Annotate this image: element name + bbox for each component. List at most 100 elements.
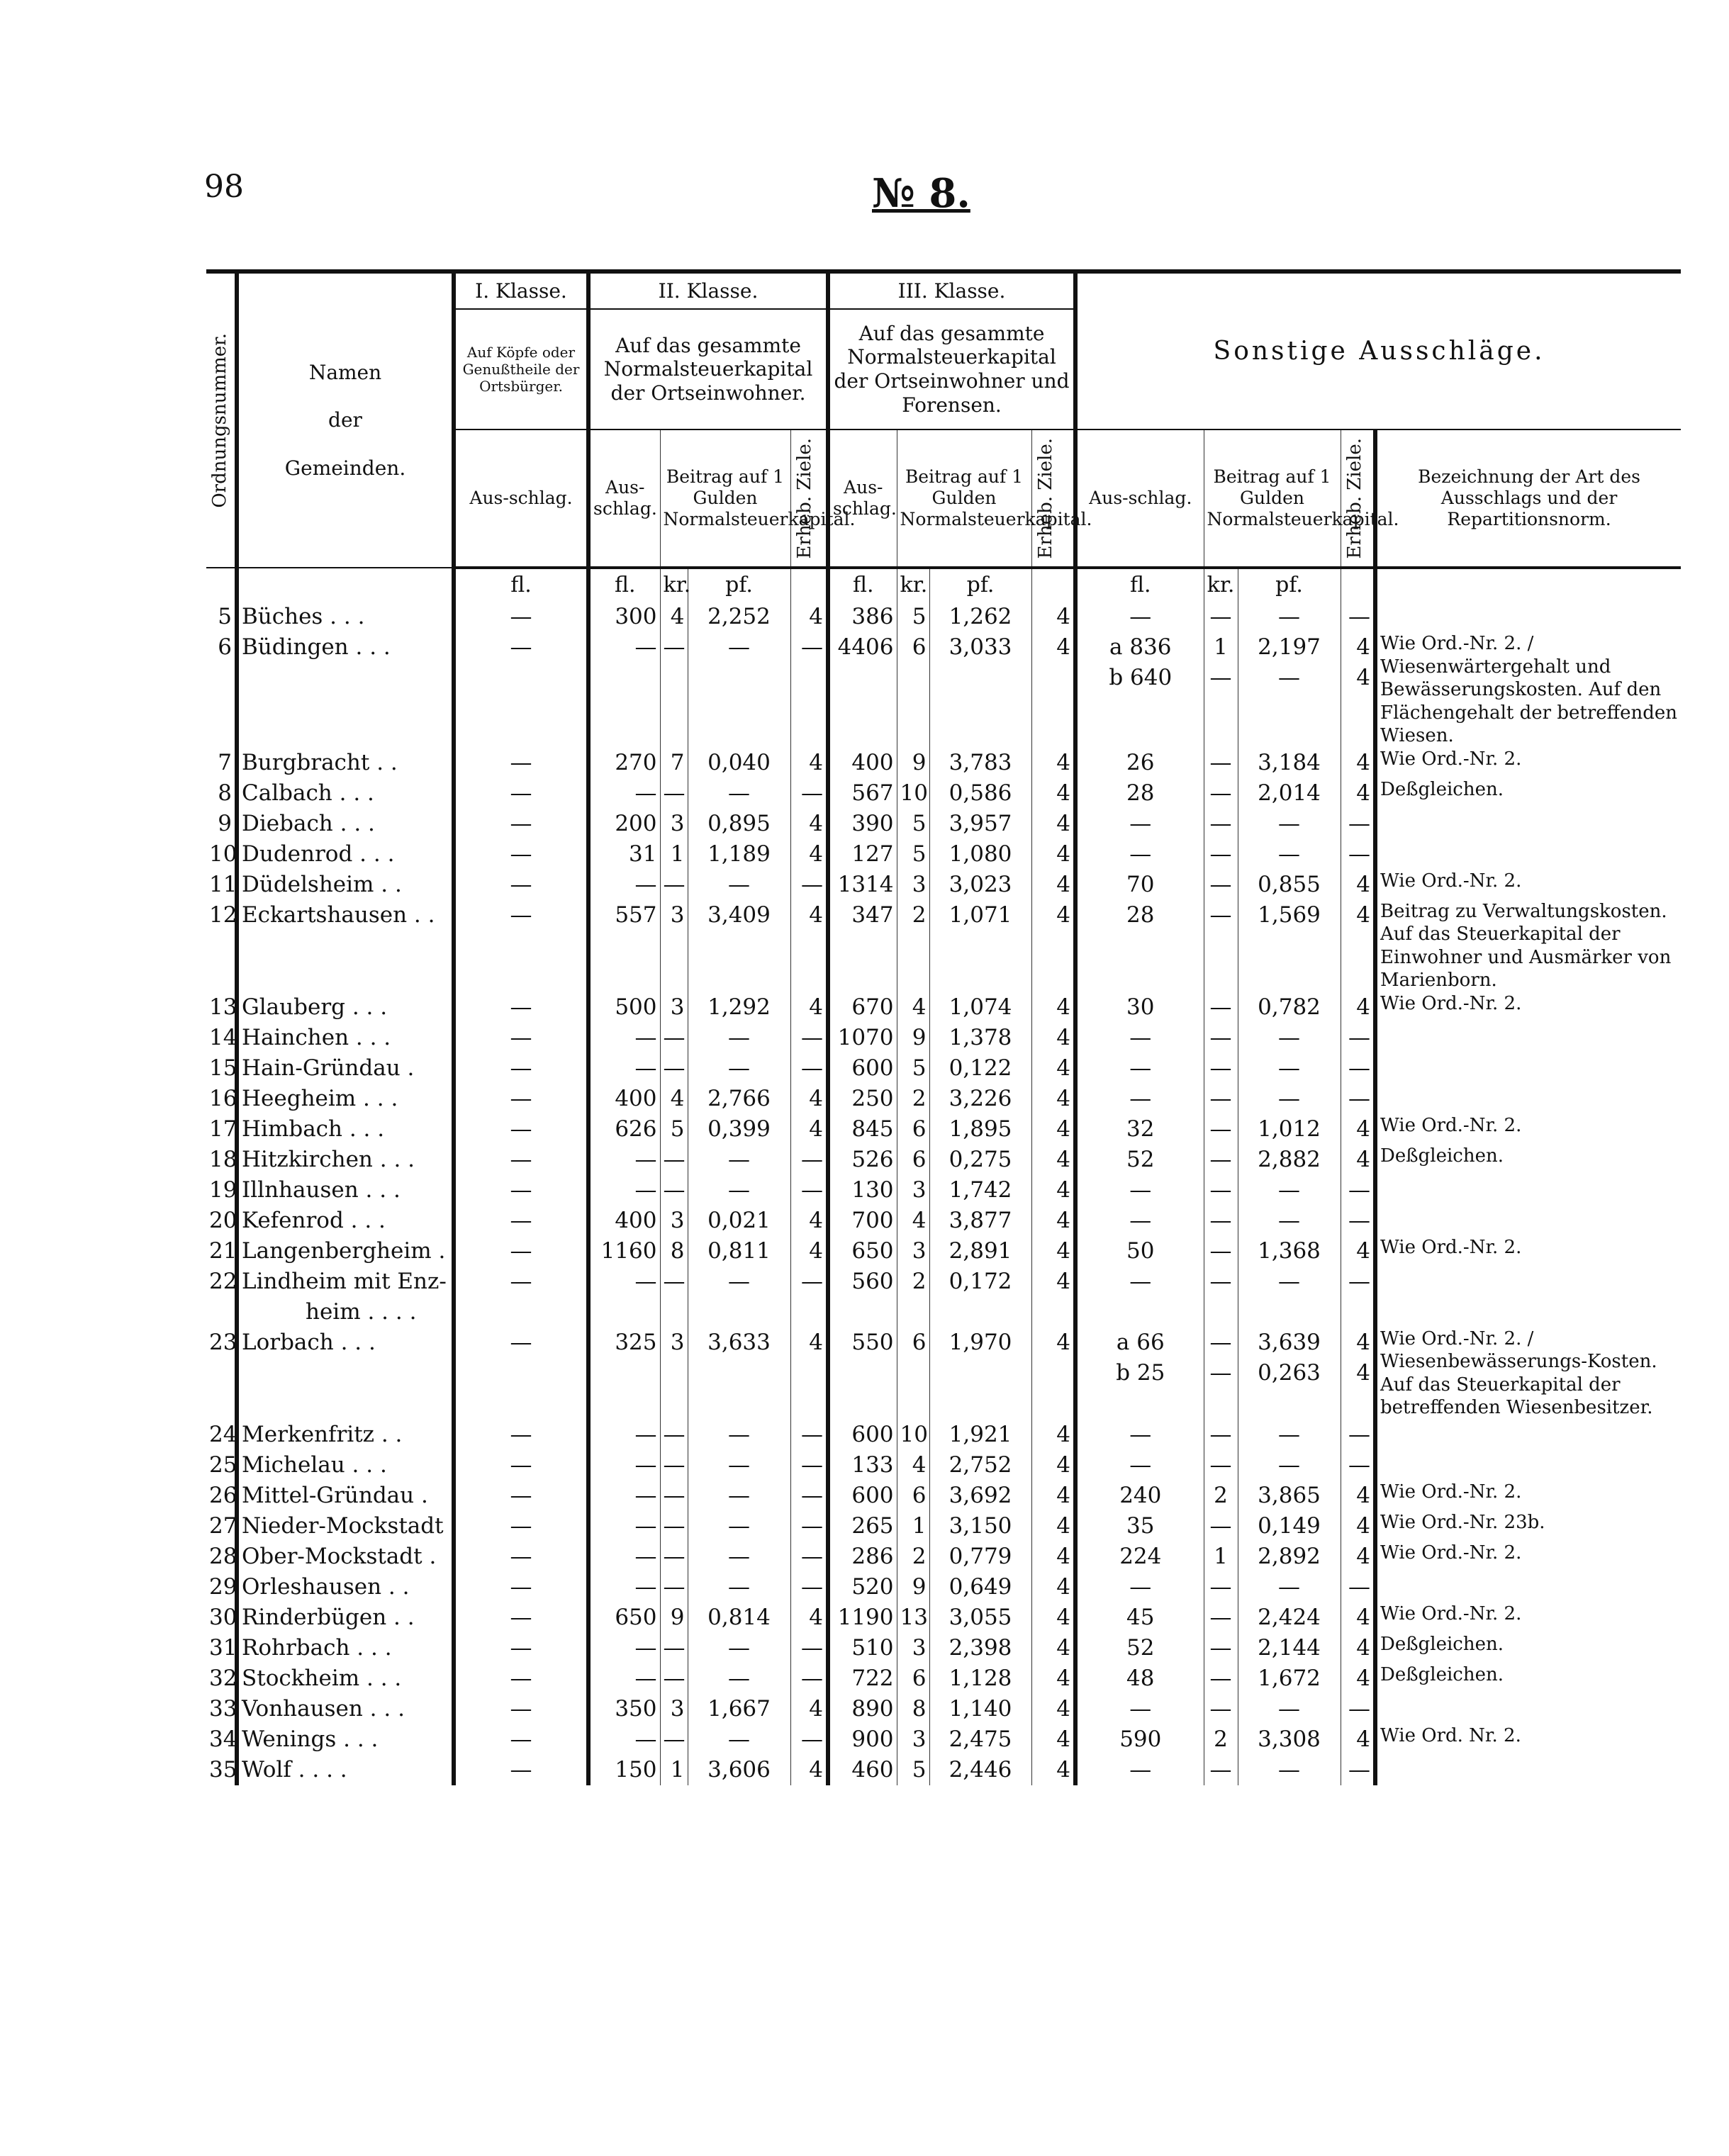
k2-pf: —	[687, 1541, 790, 1572]
table-row: 25 Michelau . . . — — — — —133 4 2,752 4 — — — —	[206, 1449, 1682, 1481]
k2-ziele: —	[790, 1510, 829, 1542]
s-kr: —	[1203, 1144, 1238, 1175]
k2-fl: —	[586, 1022, 660, 1053]
s-ziele: 4	[1340, 1113, 1376, 1145]
row-number: 15	[209, 1055, 237, 1081]
k3-ziele: 4	[1031, 777, 1076, 809]
k2-fl: —	[586, 1144, 660, 1175]
k2-fl: —	[586, 1571, 660, 1602]
table-row: 13 Glauberg . . . —500 3 1,292 4 670 4 1,074 4 30…	[206, 992, 1682, 1023]
s-ziele: —	[1340, 1174, 1376, 1206]
s-pf: 2,892	[1237, 1541, 1341, 1572]
k2-fl: 1160	[586, 1235, 660, 1267]
table-row: 7 Burgbracht . . —270 7 0,040 4 400 9 3,783 4 26—…	[206, 747, 1682, 778]
table-row: 11 Düdelsheim . . — — — — —1314 3 3,023 4 70—0,85…	[206, 869, 1682, 900]
s-kr: —	[1203, 1602, 1238, 1633]
k3-ziele: 4	[1031, 1480, 1076, 1511]
k3-pf: 3,692	[929, 1480, 1032, 1511]
municipality-name: Himbach . . .	[235, 1113, 454, 1145]
k3-pf: 3,877	[929, 1205, 1032, 1236]
unit-pf: pf.	[1237, 568, 1341, 602]
table-row: 8 Calbach . . . — — — — —567 10 0,586 4 28—2,014 4…	[206, 777, 1682, 809]
k2-kr: 9	[659, 1602, 688, 1633]
s-ziele: —	[1340, 1571, 1376, 1602]
s-ausschlag: 240	[1073, 1480, 1204, 1511]
s-bezeichnung: Wie Ord.-Nr. 2.	[1373, 1113, 1682, 1145]
k3-kr: 6	[896, 1663, 930, 1694]
k3-pf: 3,023	[929, 869, 1032, 900]
s-pf: 0,855	[1237, 869, 1341, 900]
k3-fl: 347	[826, 899, 897, 992]
municipality-name: Lindheim mit Enz-heim . . . .	[235, 1266, 454, 1327]
k2-kr: 3	[659, 899, 688, 992]
s-kr: — —	[1203, 1327, 1238, 1420]
k2-fl: 557	[586, 899, 660, 992]
s-pf: 2,197—	[1237, 632, 1341, 748]
s-pf: —	[1237, 1571, 1341, 1602]
s-pf: —	[1237, 1266, 1341, 1327]
row-number: 28	[209, 1543, 237, 1569]
s-pf: 0,149	[1237, 1510, 1341, 1542]
k3-pf: 1,262	[929, 602, 1032, 632]
k2-pf: —	[687, 1663, 790, 1694]
s-ausschlag: —	[1073, 1083, 1204, 1114]
k2-pf: 3,633	[687, 1327, 790, 1420]
s-ausschlag: —	[1073, 1052, 1204, 1084]
k1-ausschlag: —	[452, 899, 588, 992]
page-number: 98	[204, 169, 244, 205]
s-bezeichnung	[1373, 1419, 1682, 1450]
k2-ziele: —	[790, 1632, 829, 1663]
s-kr: —	[1203, 992, 1238, 1023]
unit-fl: fl.	[586, 568, 660, 602]
s-ausschlag: 48	[1073, 1663, 1204, 1694]
table-row: 22 Lindheim mit Enz-heim . . . . — — — — —560 2…	[206, 1266, 1682, 1327]
k2-ziele: 4	[790, 838, 829, 870]
page-title: № 8.	[872, 170, 970, 217]
s-pf: 1,012	[1237, 1113, 1341, 1145]
k1-ausschlag: —	[452, 1174, 588, 1206]
s-ziele: —	[1340, 1449, 1376, 1481]
s-kr: —	[1203, 1571, 1238, 1602]
k3-pf: 0,122	[929, 1052, 1032, 1084]
k2-ziele: —	[790, 1419, 829, 1450]
table-row: 35 Wolf . . . . —150 1 3,606 4 460 5 2,446 4 — — — —	[206, 1754, 1682, 1785]
k3-pf: 1,742	[929, 1174, 1032, 1206]
k2-ziele: 4	[790, 899, 829, 992]
k3-ziele: 4	[1031, 1449, 1076, 1481]
row-number: 24	[209, 1421, 237, 1447]
k3-fl: 386	[826, 602, 897, 632]
s-bezeichnung: Wie Ord.-Nr. 2.	[1373, 992, 1682, 1023]
header-k2-beitrag: Beitrag auf 1 Gulden Normalsteuerkapital…	[659, 429, 855, 569]
row-number: 20	[209, 1207, 237, 1233]
s-bezeichnung	[1373, 1205, 1682, 1236]
municipality-name: Lorbach . . .	[235, 1327, 454, 1420]
k2-pf: —	[687, 1510, 790, 1542]
header-ordnungsnummer: Ordnungsnummer.	[206, 274, 237, 568]
header-k1-desc: Auf Köpfe oder Genußtheile der Ortsbürge…	[452, 309, 588, 430]
k3-pf: 3,957	[929, 808, 1032, 839]
header-s-ausschlag: Aus-schlag.	[1073, 429, 1204, 569]
s-pf: —	[1237, 602, 1341, 632]
k3-kr: 13	[896, 1602, 930, 1633]
row-number: 21	[209, 1237, 237, 1264]
header-k3-ausschlag: Aus-schlag.	[826, 429, 897, 569]
k2-pf: 1,292	[687, 992, 790, 1023]
municipality-name: Merkenfritz . .	[235, 1419, 454, 1450]
table-row: 14 Hainchen . . . — — — — —1070 9 1,378 4 — — — —	[206, 1022, 1682, 1053]
table-row: 21 Langenbergheim . —1160 8 0,811 4 650 3 2,891 4…	[206, 1235, 1682, 1267]
s-ausschlag: 26	[1073, 747, 1204, 778]
k3-kr: 1	[896, 1510, 930, 1542]
s-pf: 1,569	[1237, 899, 1341, 992]
s-ausschlag: —	[1073, 602, 1204, 632]
row-number: 14	[209, 1024, 237, 1050]
table-top-rule	[206, 269, 1681, 274]
row-number: 7	[218, 749, 232, 775]
k3-ziele: 4	[1031, 1419, 1076, 1450]
s-ausschlag: 52	[1073, 1632, 1204, 1663]
s-ausschlag: 52	[1073, 1144, 1204, 1175]
k3-fl: 700	[826, 1205, 897, 1236]
k1-ausschlag: —	[452, 1693, 588, 1724]
k3-pf: 3,055	[929, 1602, 1032, 1633]
k3-kr: 9	[896, 1022, 930, 1053]
k3-ziele: 4	[1031, 602, 1076, 632]
